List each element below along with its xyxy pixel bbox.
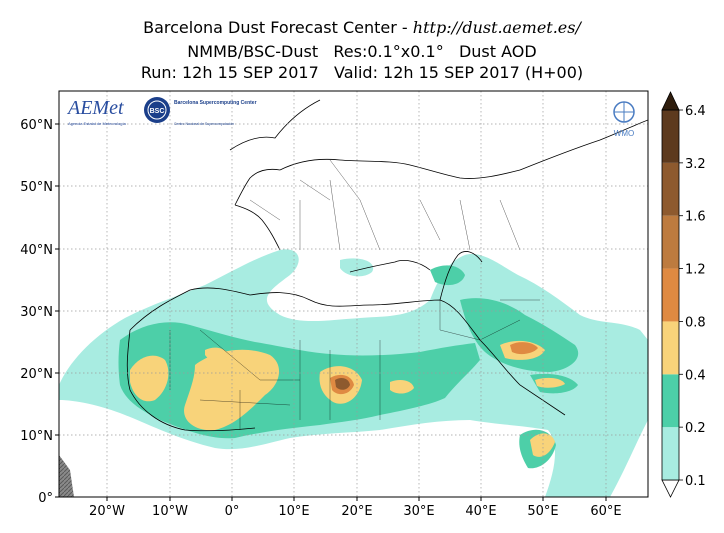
x-tick-label: 60°E — [590, 504, 621, 519]
colorbar-tick-label: 0.1 — [685, 474, 706, 489]
title-line-1: Barcelona Dust Forecast Center - http://… — [0, 18, 724, 38]
dust-level-1-6 — [335, 377, 350, 390]
country-borders — [169, 159, 540, 430]
colorbar-segment — [662, 110, 679, 163]
x-tick-label: 10°E — [278, 504, 309, 519]
y-axis — [55, 123, 59, 498]
colorbar-segment — [662, 321, 679, 375]
aemet-logo-subtext: Agencia Estatal de Meteorología — [68, 121, 127, 126]
colorbar-segment — [662, 268, 679, 322]
bsc-logo-name: Barcelona Supercomputing Center — [174, 100, 257, 106]
x-tick-label: 10°W — [152, 504, 188, 519]
aemet-logo-text: AEMet — [66, 97, 124, 119]
map-frame — [58, 90, 649, 498]
colorbar-max-extension — [661, 91, 680, 111]
x-tick-label: 20°E — [341, 504, 372, 519]
colorbar-tick-label: 1.2 — [685, 263, 706, 278]
x-tick-label: 0° — [225, 504, 240, 519]
colorbar-tick-label: 6.4 — [685, 104, 706, 119]
title-line-3: Run: 12h 15 SEP 2017 Valid: 12h 15 SEP 2… — [140, 63, 584, 82]
colorbar-segment — [662, 162, 679, 216]
map-content — [59, 91, 648, 497]
title-url: http://dust.aemet.es/ — [412, 18, 581, 37]
y-tick-label: 50°N — [20, 180, 53, 195]
colorbar-frame — [661, 109, 680, 481]
wmo-logo: WMO — [613, 101, 635, 138]
title-center-name: Barcelona Dust Forecast Center - — [143, 18, 413, 37]
colorbar-tick-label: 0.2 — [685, 421, 706, 436]
aemet-logo: AEMet Agencia Estatal de Meteorología — [66, 97, 127, 126]
y-tick-label: 10°N — [20, 429, 53, 444]
y-tick-label: 30°N — [20, 305, 53, 320]
no-data-region — [59, 455, 74, 497]
x-tick-label: 40°E — [465, 504, 496, 519]
colorbar-min-extension — [661, 479, 680, 498]
colorbar-tick-label: 0.4 — [685, 368, 706, 383]
colorbar-tick-label: 3.2 — [685, 157, 706, 172]
colorbar-segment — [662, 374, 679, 428]
y-tick-label: 40°N — [20, 243, 53, 258]
x-tick-label: 20°W — [89, 504, 125, 519]
bsc-logo-badge: BSC — [150, 108, 165, 115]
colorbar-tick-label: 1.6 — [685, 210, 706, 225]
y-tick-label: 20°N — [20, 367, 53, 382]
colorbar-tick-label: 0.8 — [685, 315, 706, 330]
bsc-logo: BSC Barcelona Supercomputing Center Cent… — [144, 97, 257, 126]
y-tick-label: 0° — [38, 491, 53, 506]
wmo-logo-text: WMO — [614, 129, 634, 138]
x-axis — [106, 497, 607, 501]
x-tick-label: 50°E — [527, 504, 558, 519]
colorbar: 0.1 0.2 0.4 0.8 1.2 1.6 3.2 6.4 — [661, 91, 706, 498]
colorbar-segment — [662, 215, 679, 269]
colorbar-segment — [662, 427, 679, 480]
title-line-2: NMMB/BSC-Dust Res:0.1°x0.1° Dust AOD — [187, 42, 537, 61]
y-tick-label: 60°N — [20, 118, 53, 133]
x-tick-label: 30°E — [403, 504, 434, 519]
coastlines — [126, 99, 648, 432]
bsc-logo-subtext: Centro Nacional de Supercomputación — [174, 122, 234, 126]
